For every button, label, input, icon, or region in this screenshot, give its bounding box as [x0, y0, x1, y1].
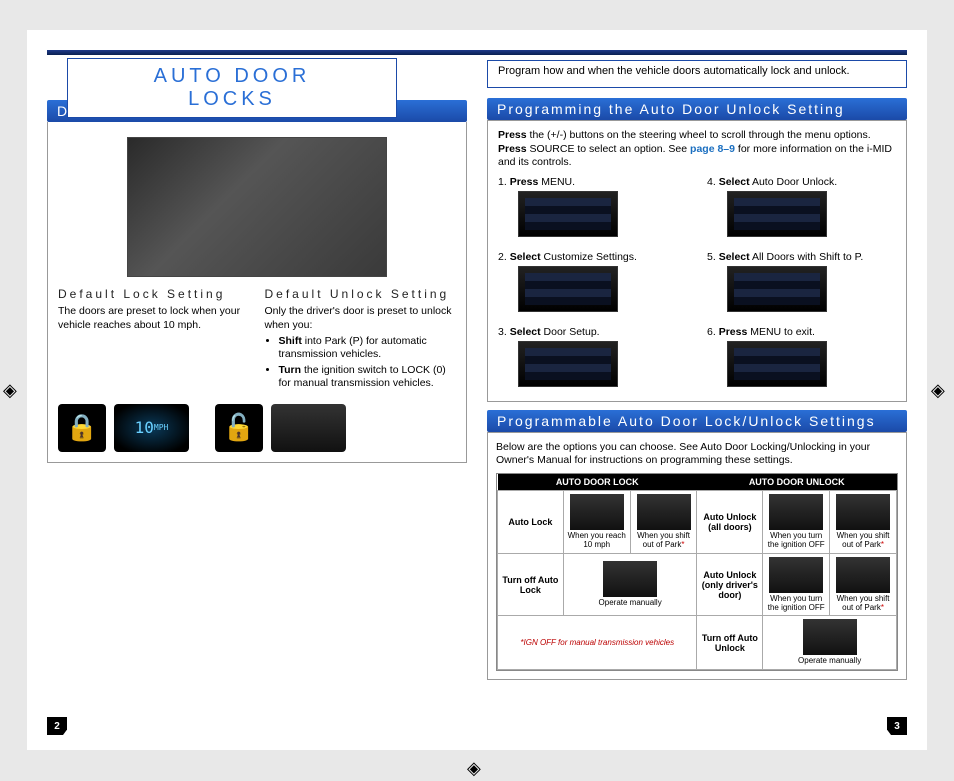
step-3-image [518, 341, 618, 387]
settings-intro: Below are the options you can choose. Se… [496, 441, 898, 467]
step-4-image [727, 191, 827, 237]
settings-table: AUTO DOOR LOCK AUTO DOOR UNLOCK Auto Loc… [496, 473, 898, 671]
page-number-right: 3 [887, 717, 907, 735]
step-3: 3. Select Door Setup. [498, 326, 687, 393]
lock-icon: 🔒 [58, 404, 106, 452]
default-unlock-col: Default Unlock Setting Only the driver's… [265, 287, 457, 392]
speedometer-icon: 10 MPH [114, 404, 189, 452]
steps-grid: 1. Press MENU. 4. Select Auto Door Unloc… [498, 176, 896, 393]
th-unlock: AUTO DOOR UNLOCK [697, 474, 897, 491]
step-6-image [727, 341, 827, 387]
default-lock-col: Default Lock Setting The doors are prese… [58, 287, 250, 392]
default-unlock-title: Default Unlock Setting [265, 287, 457, 301]
footnote: *IGN OFF for manual transmission vehicle… [498, 616, 697, 670]
programming-head: Programming the Auto Door Unlock Setting [487, 98, 907, 120]
default-lock-body: The doors are preset to lock when your v… [58, 305, 250, 332]
door-locks-box: Default Lock Setting The doors are prese… [47, 122, 467, 463]
th-lock: AUTO DOOR LOCK [498, 474, 697, 491]
programming-box: Press the (+/-) buttons on the steering … [487, 120, 907, 402]
page-title-box: AUTO DOOR LOCKS [67, 58, 397, 118]
step-4: 4. Select Auto Door Unlock. [707, 176, 896, 243]
step-2-image [518, 266, 618, 312]
default-lock-title: Default Lock Setting [58, 287, 250, 301]
page-intro: Program how and when the vehicle doors a… [487, 60, 907, 88]
page-title: AUTO DOOR LOCKS [108, 65, 356, 111]
step-5: 5. Select All Doors with Shift to P. [707, 251, 896, 318]
programming-intro: Press the (+/-) buttons on the steering … [498, 129, 896, 170]
manual-spread: AUTO DOOR LOCKS Door Locks Default Lock … [27, 30, 927, 750]
page-number-left: 2 [47, 717, 67, 735]
step-2: 2. Select Customize Settings. [498, 251, 687, 318]
default-unlock-body: Only the driver's door is preset to unlo… [265, 305, 457, 332]
top-border [47, 50, 907, 55]
step-1-image [518, 191, 618, 237]
unlock-icon: 🔓 [215, 404, 263, 452]
settings-head: Programmable Auto Door Lock/Unlock Setti… [487, 410, 907, 432]
step-6: 6. Press MENU to exit. [707, 326, 896, 393]
door-handle-photo [127, 137, 387, 277]
step-1: 1. Press MENU. [498, 176, 687, 243]
left-page: AUTO DOOR LOCKS Door Locks Default Lock … [47, 60, 467, 730]
settings-box: Below are the options you can choose. Se… [487, 432, 907, 680]
right-page: Program how and when the vehicle doors a… [487, 60, 907, 730]
default-unlock-list: Shift into Park (P) for automatic transm… [265, 335, 457, 390]
step-5-image [727, 266, 827, 312]
page-link[interactable]: page 8–9 [690, 143, 735, 155]
gear-shift-icon [271, 404, 346, 452]
lock-unlock-icons: 🔒 10 MPH 🔓 [58, 404, 456, 452]
